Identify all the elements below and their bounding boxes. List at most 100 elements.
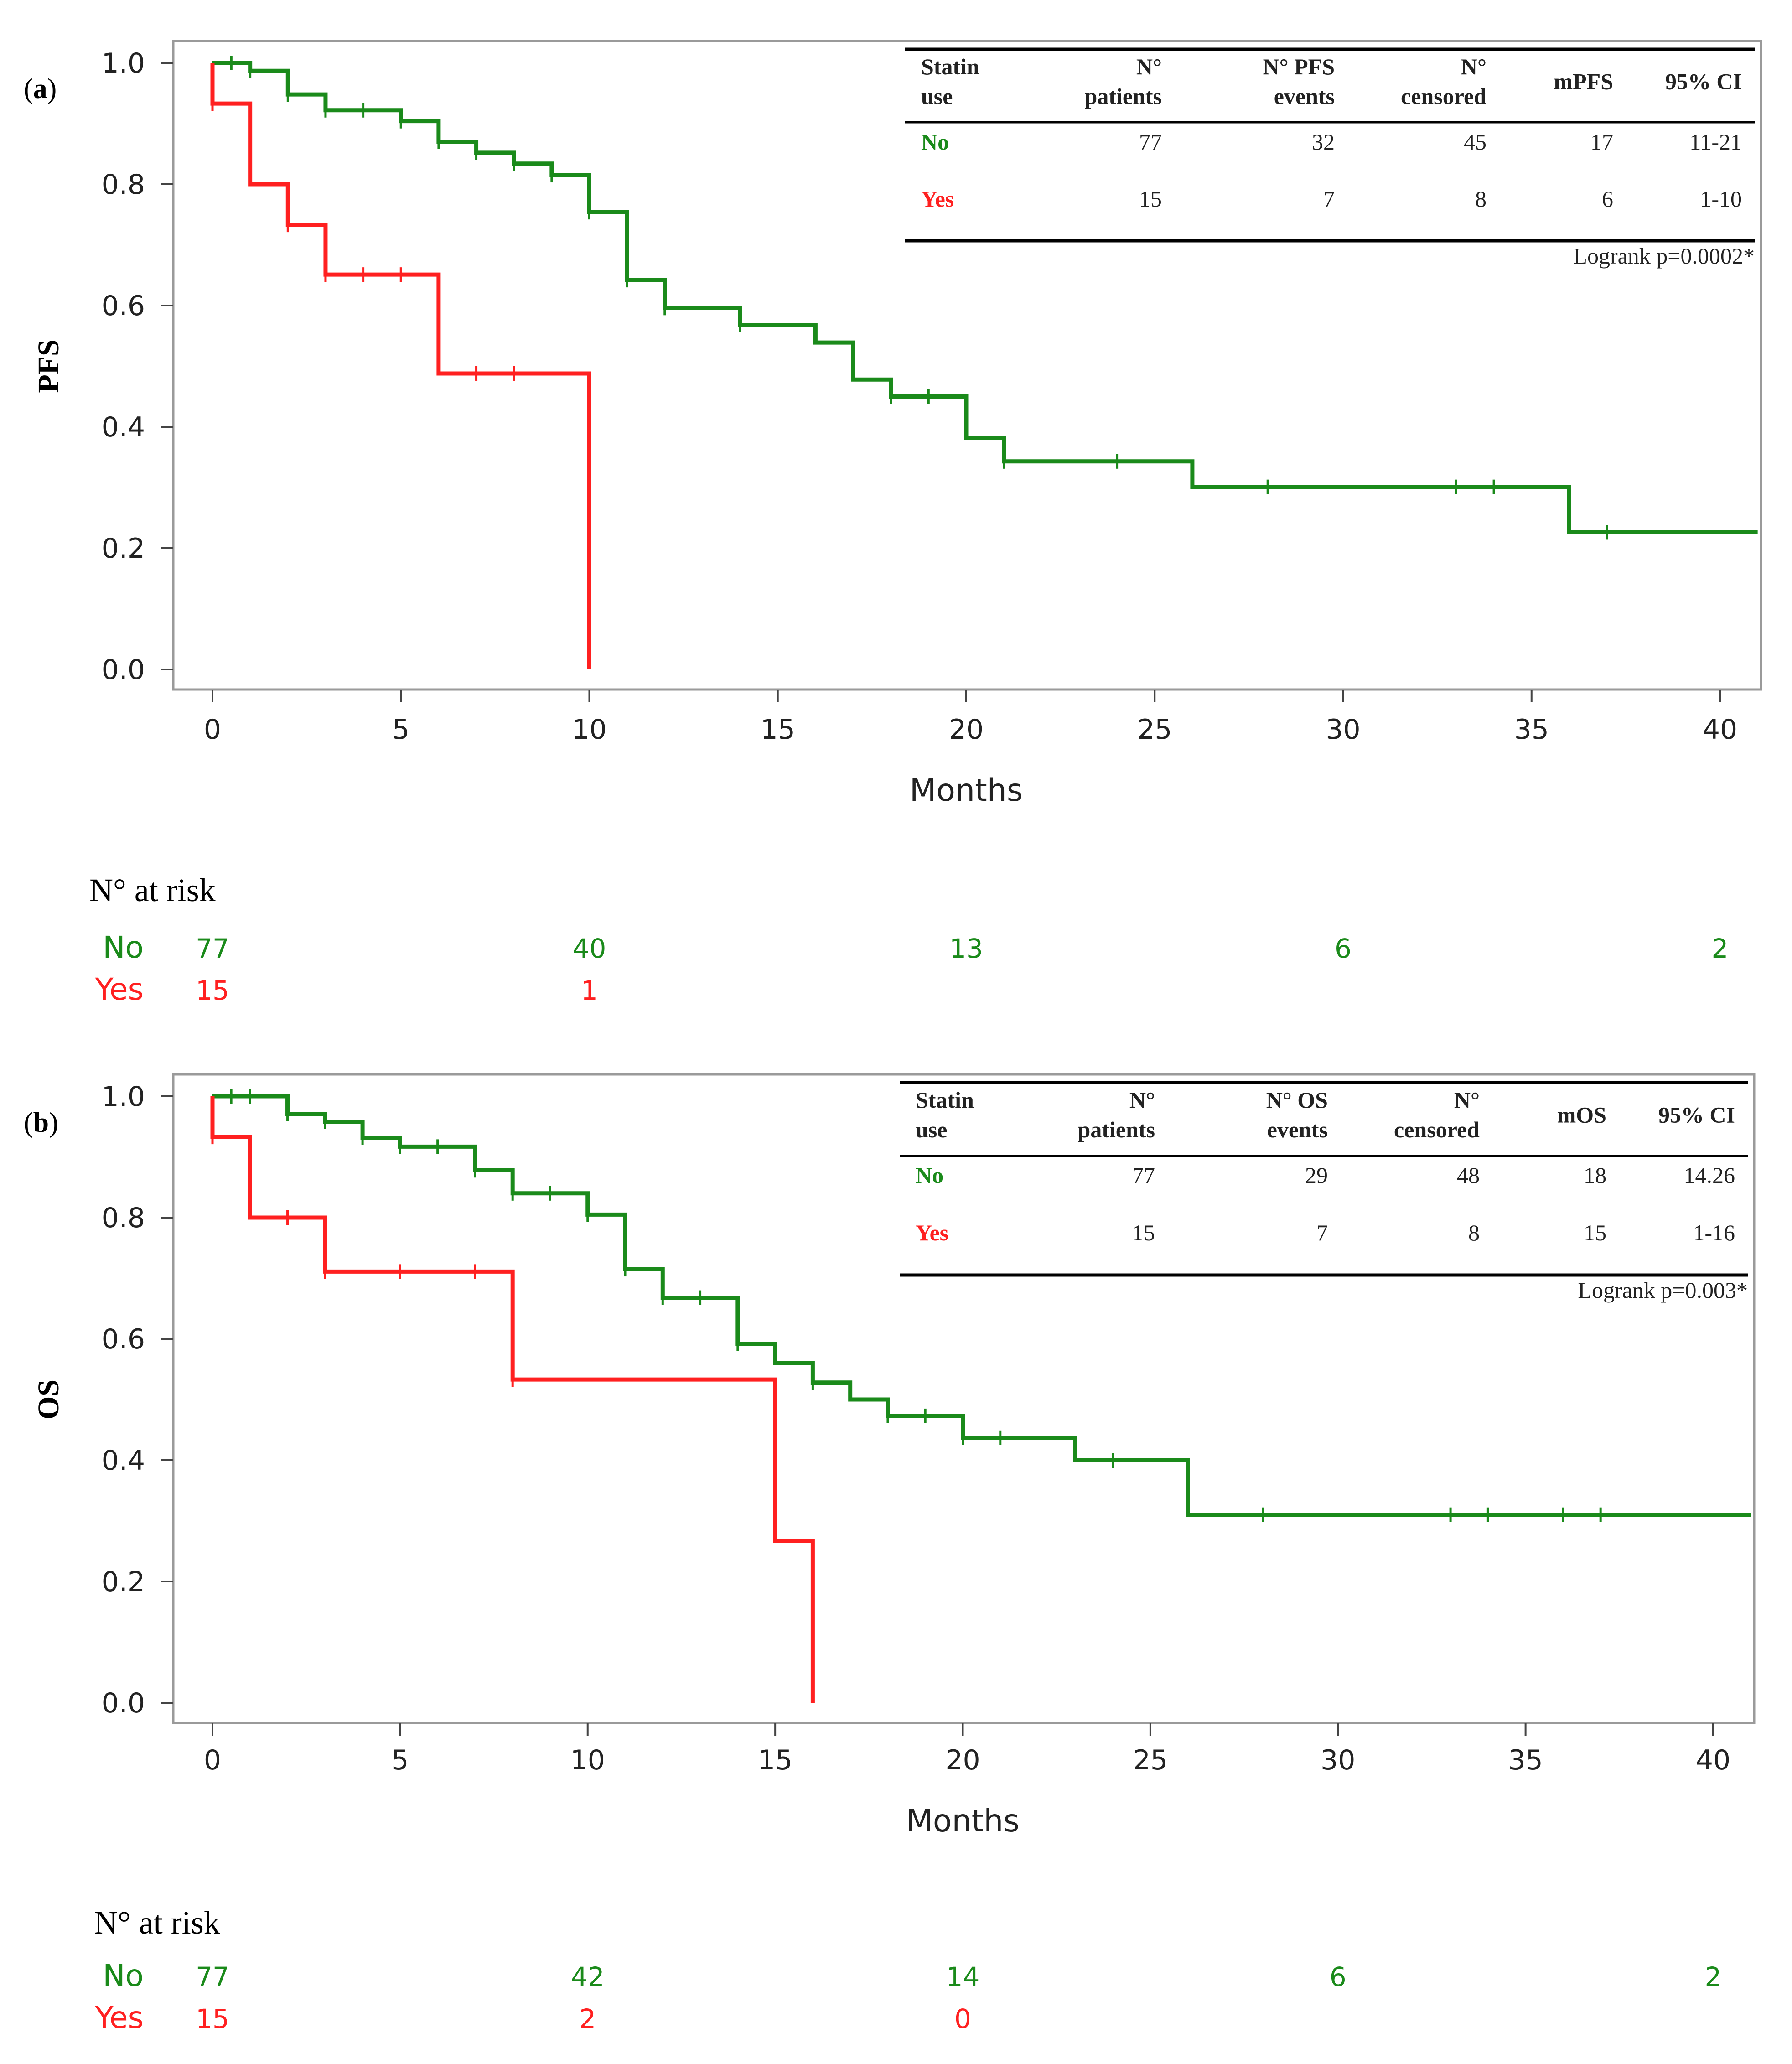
panel-b: (b)OS0.00.20.40.60.81.00 5 10 15 20 25 30 35 40M… <box>24 1073 1756 2035</box>
panel-b-risk-value: 15 <box>196 2003 229 2034</box>
panel-b-risk-value: 6 <box>1330 1961 1347 1992</box>
panel-b-table-header: N° OS <box>1266 1087 1328 1113</box>
panel-a-table-header: N° <box>1461 54 1486 79</box>
panel-b-logrank-note: Logrank p=0.003* <box>1578 1277 1748 1303</box>
panel-a-risk-title: N° at risk <box>89 872 216 908</box>
panel-b-y-title: OS <box>32 1379 65 1420</box>
panel-a-table-cell: 17 <box>1590 129 1613 155</box>
panel-a-risk-value: 15 <box>196 975 229 1006</box>
panel-b-table-header: events <box>1267 1117 1328 1142</box>
panel-b-ytick-label: 0.0 <box>102 1687 145 1719</box>
panel-a-table-header: 95% CI <box>1665 69 1742 94</box>
panel-a-table-header: patients <box>1085 83 1162 109</box>
panel-b-ytick-label: 0.4 <box>102 1445 145 1477</box>
panel-b-table-cell: 1-16 <box>1693 1220 1735 1245</box>
panel-a-table-cell: 7 <box>1323 186 1335 212</box>
panel-b-table-header: N° <box>1129 1087 1155 1113</box>
panel-a-risk-value: 40 <box>573 933 606 964</box>
panel-a-xtick-label: 20 <box>949 714 984 746</box>
panel-a-table-header: N° PFS <box>1263 54 1335 79</box>
panel-a-table-bg <box>901 45 1759 273</box>
panel-a-table-header: events <box>1274 83 1335 109</box>
panel-a-table-header: censored <box>1401 83 1486 109</box>
panel-a-ytick-label: 0.2 <box>102 533 145 565</box>
panel-a-ytick-label: 0.0 <box>102 654 145 686</box>
panel-a-xtick-label: 15 <box>761 714 795 746</box>
panel-a-table-cell: 8 <box>1475 186 1486 212</box>
panel-a-xtick-label: 25 <box>1137 714 1172 746</box>
panel-a-risk-value: 13 <box>949 933 983 964</box>
panel-b-xtick-label: 25 <box>1133 1744 1168 1776</box>
panel-b-risk-value: 77 <box>196 1961 229 1992</box>
panel-b-xtick-label: 10 <box>570 1744 605 1776</box>
panel-b-table-cell: 77 <box>1132 1162 1155 1188</box>
panel-a-risk-value: 77 <box>196 933 229 964</box>
panel-b-risk-value: 2 <box>1705 1961 1722 1992</box>
panel-a-xtick-label: 40 <box>1703 714 1737 746</box>
panel-b-xtick-label: 30 <box>1321 1744 1355 1776</box>
panel-b-table-header: N° <box>1454 1087 1480 1113</box>
panel-a-x-title: Months <box>910 773 1023 809</box>
panel-a-xtick-label: 5 <box>392 714 409 746</box>
panel-a-table-group: Yes <box>921 186 954 212</box>
panel-b-xtick-label: 35 <box>1508 1744 1543 1776</box>
panel-b-ytick-label: 0.2 <box>102 1566 145 1598</box>
panel-b-table-group: Yes <box>916 1220 948 1245</box>
panel-b-xtick-label: 15 <box>758 1744 792 1776</box>
panel-a-ytick-label: 0.6 <box>102 290 145 322</box>
panel-a: (a) PFS 0.0 0.2 0.4 0.6 0.8 1.0 0 5 10 15 20 25 30 35 40… <box>24 40 1762 1007</box>
panel-b-risk-label: Yes <box>94 2000 144 2035</box>
panel-a-table-cell: 15 <box>1139 186 1162 212</box>
panel-b-risk-label: No <box>103 1958 144 1993</box>
panel-b-table-header: 95% CI <box>1658 1102 1735 1128</box>
panel-b-x-title: Months <box>906 1803 1020 1839</box>
panel-b-table-cell: 29 <box>1305 1162 1328 1188</box>
panel-a-ytick-label: 0.4 <box>102 411 145 443</box>
panel-a-risk-label: Yes <box>94 972 144 1007</box>
panel-a-table-cell: 32 <box>1312 129 1335 155</box>
panel-a-label: (a) <box>24 73 57 104</box>
panel-a-xtick-label: 35 <box>1514 714 1549 746</box>
panel-b-table-cell: 48 <box>1457 1162 1480 1188</box>
panel-b-table-header: use <box>916 1117 947 1142</box>
panel-a-xtick-label: 0 <box>204 714 221 746</box>
panel-b-table-group: No <box>916 1162 943 1188</box>
panel-a-table-cell: 1-10 <box>1700 186 1742 212</box>
panel-a-risk-label: No <box>103 930 144 965</box>
panel-b-table-cell: 18 <box>1584 1162 1606 1188</box>
panel-a-table-cell: 77 <box>1139 129 1162 155</box>
panel-b-ytick-label: 0.8 <box>102 1202 145 1234</box>
panel-b-ytick-label: 1.0 <box>102 1081 145 1113</box>
panel-a-table-header: mPFS <box>1554 69 1613 94</box>
panel-a-table-header: use <box>921 83 953 109</box>
panel-b-table-cell: 14.26 <box>1684 1162 1735 1188</box>
panel-a-ytick-label: 0.8 <box>102 169 145 201</box>
panel-a-curve-yes <box>210 63 591 669</box>
panel-a-risk-value: 1 <box>581 975 598 1006</box>
panel-a-xtick-label: 30 <box>1326 714 1360 746</box>
panel-a-risk-value: 2 <box>1712 933 1729 964</box>
panel-a-table-cell: 6 <box>1602 186 1613 212</box>
panel-a-table-header: Statin <box>921 54 979 79</box>
panel-a-risk-value: 6 <box>1335 933 1352 964</box>
panel-b-ytick-label: 0.6 <box>102 1323 145 1355</box>
panel-a-xtick-label: 10 <box>572 714 606 746</box>
panel-a-table-cell: 11-21 <box>1689 129 1742 155</box>
panel-b-table-header: censored <box>1394 1117 1480 1142</box>
panel-b-risk-value: 14 <box>946 1961 980 1992</box>
panel-b-risk-value: 42 <box>571 1961 605 1992</box>
panel-b-xtick-label: 0 <box>204 1744 221 1776</box>
panel-a-logrank-note: Logrank p=0.0002* <box>1573 243 1755 269</box>
panel-b-risk-value: 2 <box>579 2003 596 2034</box>
panel-a-table-group: No <box>921 129 949 155</box>
panel-a-table-header: N° <box>1136 54 1162 79</box>
panel-b-table-header: mOS <box>1557 1102 1606 1128</box>
panel-a-y-title: PFS <box>32 339 65 393</box>
panel-b-label: (b) <box>24 1107 58 1138</box>
panel-a-table-cell: 45 <box>1464 129 1486 155</box>
panel-b-curve-yes <box>210 1096 815 1703</box>
panel-b-table-cell: 7 <box>1316 1220 1328 1245</box>
panel-b-table-cell: 15 <box>1132 1220 1155 1245</box>
panel-b-risk-value: 0 <box>954 2003 971 2034</box>
